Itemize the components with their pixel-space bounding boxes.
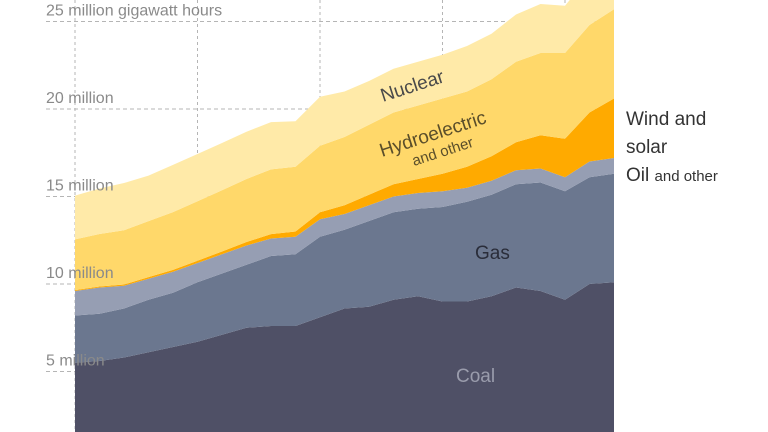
area-hydroelectric-and-other	[75, 9, 614, 291]
wind-label-line2: solar	[626, 137, 668, 158]
chart-areas	[75, 0, 614, 432]
area-oil-and-other	[75, 158, 614, 316]
area-gas	[75, 173, 614, 363]
oil-label-sub: and other	[654, 168, 718, 185]
wind-solar-label: Wind and solar	[626, 106, 706, 162]
area-nuclear	[75, 0, 614, 240]
oil-label-main: Oil	[626, 165, 650, 186]
oil-other-label: Oil and other	[626, 165, 718, 187]
y-tick-label: 25 million gigawatt hours	[46, 3, 222, 20]
y-tick-label: 5 million	[46, 353, 105, 370]
gas-label: Gas	[475, 243, 510, 264]
y-tick-label: 15 million	[46, 178, 114, 195]
area-coal	[75, 282, 614, 432]
wind-label-line1: Wind and	[626, 109, 707, 130]
coal-label: Coal	[456, 366, 495, 387]
y-axis-labels: 5 million 10 million 15 million 20 million 2…	[46, 3, 222, 370]
y-tick-label: 20 million	[46, 90, 114, 107]
y-tick-label: 10 million	[46, 265, 114, 282]
